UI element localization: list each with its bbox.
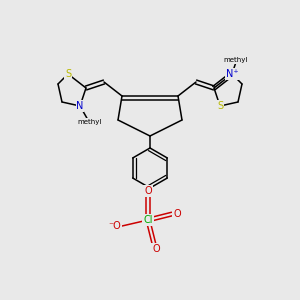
- Text: methyl: methyl: [224, 57, 248, 63]
- Text: N: N: [76, 101, 84, 111]
- Text: S: S: [217, 101, 223, 111]
- Text: ⁻O: ⁻O: [109, 221, 122, 231]
- Text: O: O: [144, 186, 152, 196]
- Text: O: O: [173, 209, 181, 219]
- Text: Cl: Cl: [143, 215, 153, 225]
- Text: O: O: [152, 244, 160, 254]
- Text: S: S: [65, 69, 71, 79]
- Text: N⁺: N⁺: [226, 69, 238, 79]
- Text: methyl: methyl: [78, 119, 102, 125]
